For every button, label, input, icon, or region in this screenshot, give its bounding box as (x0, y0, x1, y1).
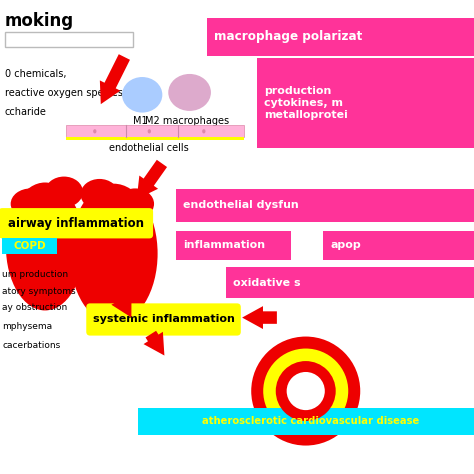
FancyBboxPatch shape (66, 137, 244, 140)
Text: reactive oxygen species: reactive oxygen species (5, 88, 123, 98)
Text: mphysema: mphysema (2, 322, 53, 331)
Ellipse shape (45, 177, 83, 208)
Ellipse shape (10, 189, 51, 219)
Circle shape (263, 348, 348, 434)
Circle shape (276, 361, 336, 421)
Text: M1: M1 (133, 116, 147, 126)
Text: production
cytokines, m
metalloprotei: production cytokines, m metalloprotei (264, 86, 348, 120)
Text: 0 chemicals,: 0 chemicals, (5, 69, 66, 79)
Ellipse shape (6, 182, 84, 310)
Text: ay obstruction: ay obstruction (2, 303, 68, 312)
Ellipse shape (202, 129, 205, 134)
FancyBboxPatch shape (176, 189, 474, 222)
Circle shape (287, 372, 325, 410)
Circle shape (251, 337, 360, 446)
Text: systemic inflammation: systemic inflammation (92, 314, 235, 325)
Ellipse shape (168, 74, 211, 111)
Ellipse shape (81, 179, 118, 210)
FancyBboxPatch shape (207, 18, 474, 56)
Text: apop: apop (330, 240, 361, 250)
Text: endothelial cells: endothelial cells (109, 143, 189, 153)
Text: atherosclerotic cardiovascular disease: atherosclerotic cardiovascular disease (202, 416, 419, 427)
FancyBboxPatch shape (5, 32, 133, 47)
FancyBboxPatch shape (66, 125, 244, 137)
FancyBboxPatch shape (257, 58, 474, 148)
Text: ccharide: ccharide (5, 107, 46, 117)
Text: oxidative s: oxidative s (233, 277, 301, 288)
Text: moking: moking (5, 12, 74, 30)
Ellipse shape (148, 129, 151, 134)
Ellipse shape (70, 183, 157, 323)
Text: COPD: COPD (13, 241, 46, 251)
FancyBboxPatch shape (86, 303, 241, 336)
FancyBboxPatch shape (323, 231, 474, 260)
Text: cacerbations: cacerbations (2, 341, 61, 350)
Ellipse shape (122, 77, 162, 112)
Text: inflammation: inflammation (183, 240, 265, 250)
Text: airway inflammation: airway inflammation (8, 217, 144, 230)
Ellipse shape (93, 129, 97, 134)
Text: um production: um production (2, 270, 69, 279)
Text: endothelial dysfun: endothelial dysfun (183, 201, 299, 210)
Text: macrophage polarizat: macrophage polarizat (214, 30, 363, 43)
FancyBboxPatch shape (176, 231, 291, 260)
FancyBboxPatch shape (0, 208, 153, 238)
FancyBboxPatch shape (138, 408, 474, 435)
FancyBboxPatch shape (2, 238, 57, 254)
Text: M2 macrophages: M2 macrophages (145, 116, 229, 126)
FancyBboxPatch shape (226, 267, 474, 298)
Text: atory symptoms: atory symptoms (2, 287, 76, 296)
Ellipse shape (116, 189, 154, 219)
